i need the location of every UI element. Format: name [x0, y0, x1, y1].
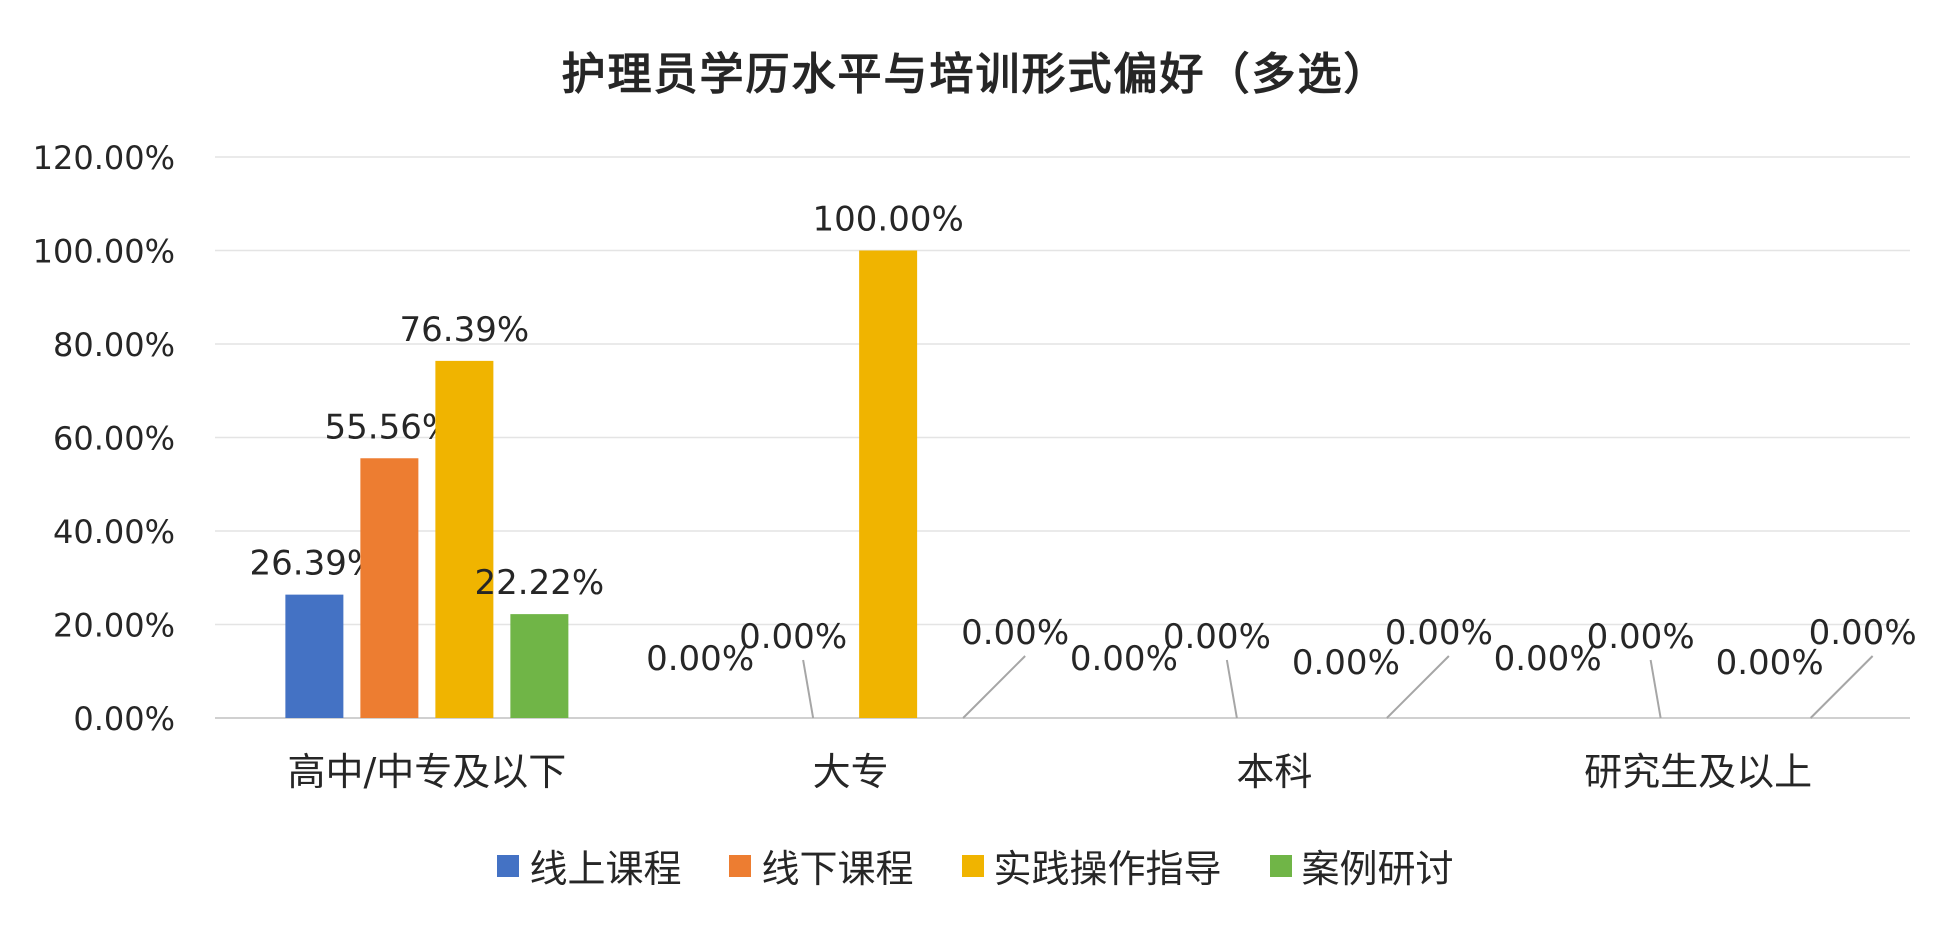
- data-label: 55.56%: [325, 407, 455, 447]
- leader-line: [1649, 659, 1662, 719]
- chart-title: 护理员学历水平与培训形式偏好（多选）: [561, 49, 1390, 100]
- data-label: 0.00%: [646, 639, 754, 679]
- y-tick-label: 120.00%: [33, 139, 175, 177]
- legend-swatch: [961, 854, 984, 877]
- data-label: 0.00%: [1163, 617, 1271, 657]
- data-label: 0.00%: [1292, 643, 1400, 683]
- leader-line: [1386, 655, 1450, 719]
- bar: [435, 360, 494, 718]
- legend-item: 案例研讨: [1269, 838, 1454, 893]
- legend-item: 线上课程: [497, 838, 681, 893]
- legend-swatch: [497, 854, 520, 877]
- data-label: 0.00%: [1385, 613, 1493, 653]
- x-category-label: 本科: [1236, 750, 1312, 794]
- y-tick-label: 60.00%: [53, 420, 175, 458]
- leader-line: [1809, 655, 1874, 719]
- data-label: 0.00%: [1716, 643, 1824, 683]
- leader-line: [962, 655, 1026, 719]
- data-label: 0.00%: [1070, 639, 1178, 679]
- data-label: 0.00%: [1494, 639, 1602, 679]
- data-label: 26.39%: [250, 544, 380, 584]
- legend-swatch: [729, 854, 752, 877]
- legend-swatch: [1269, 854, 1292, 877]
- bar: [510, 614, 569, 718]
- bar: [360, 458, 419, 718]
- legend-label: 实践操作指导: [993, 847, 1222, 891]
- legend-item: 实践操作指导: [961, 838, 1222, 893]
- data-label: 22.22%: [475, 563, 605, 603]
- data-label: 76.39%: [400, 310, 530, 350]
- legend-label: 线下课程: [761, 847, 914, 891]
- y-tick-label: 100.00%: [33, 233, 175, 271]
- x-category-label: 高中/中专及以下: [287, 750, 566, 794]
- data-label: 100.00%: [812, 200, 963, 240]
- legend-label: 案例研讨: [1301, 847, 1454, 891]
- legend-item: 线下课程: [729, 838, 914, 893]
- x-category-label: 大专: [813, 750, 889, 794]
- x-category-label: 研究生及以上: [1584, 750, 1812, 794]
- data-label: 0.00%: [739, 617, 847, 657]
- legend-label: 线上课程: [529, 847, 682, 891]
- legend: 线上课程 线下课程 实践操作指导 案例研讨: [0, 838, 1951, 893]
- leader-line: [1225, 659, 1238, 719]
- leader-line: [802, 659, 815, 719]
- y-tick-label: 80.00%: [53, 326, 175, 364]
- y-tick-label: 40.00%: [53, 513, 175, 551]
- data-label: 0.00%: [961, 613, 1069, 653]
- bar: [285, 594, 344, 718]
- y-tick-label: 0.00%: [73, 700, 175, 738]
- data-label: 0.00%: [1809, 613, 1917, 653]
- data-label: 0.00%: [1587, 617, 1695, 657]
- bar-chart: 0.00% 20.00% 40.00% 60.00% 80.00% 100.00% 120.…: [33, 139, 1917, 794]
- bar: [859, 250, 918, 718]
- y-tick-label: 20.00%: [53, 607, 175, 645]
